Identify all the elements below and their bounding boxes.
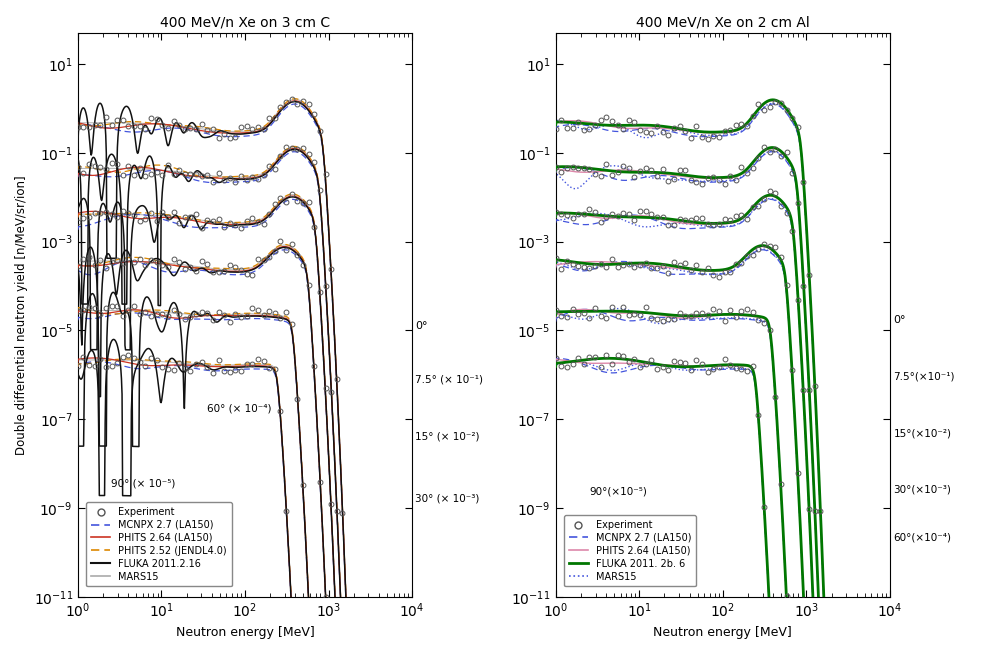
Legend: Experiment, MCNPX 2.7 (LA150), PHITS 2.64 (LA150), PHITS 2.52 (JENDL4.0), FLUKA : Experiment, MCNPX 2.7 (LA150), PHITS 2.6… xyxy=(86,502,232,587)
Legend: Experiment, MCNPX 2.7 (LA150), PHITS 2.64 (LA150), FLUKA 2011. 2b. 6, MARS15: Experiment, MCNPX 2.7 (LA150), PHITS 2.6… xyxy=(564,515,696,587)
Text: 15° (× 10⁻²): 15° (× 10⁻²) xyxy=(415,431,480,441)
Text: 30° (× 10⁻³): 30° (× 10⁻³) xyxy=(415,493,480,503)
Title: 400 MeV/n Xe on 2 cm Al: 400 MeV/n Xe on 2 cm Al xyxy=(636,15,810,29)
Text: 90° (× 10⁻⁵): 90° (× 10⁻⁵) xyxy=(111,479,175,489)
X-axis label: Neutron energy [MeV]: Neutron energy [MeV] xyxy=(653,626,792,639)
Text: 15°(×10⁻²): 15°(×10⁻²) xyxy=(893,428,951,438)
Title: 400 MeV/n Xe on 3 cm C: 400 MeV/n Xe on 3 cm C xyxy=(160,15,330,29)
Y-axis label: Double differential neutron yield [n/MeV/sr/ion]: Double differential neutron yield [n/MeV… xyxy=(15,175,28,455)
X-axis label: Neutron energy [MeV]: Neutron energy [MeV] xyxy=(176,626,314,639)
Text: 90°(×10⁻⁵): 90°(×10⁻⁵) xyxy=(589,487,647,497)
Text: 7.5° (× 10⁻¹): 7.5° (× 10⁻¹) xyxy=(415,375,483,385)
Text: 7.5°(×10⁻¹): 7.5°(×10⁻¹) xyxy=(893,372,955,382)
Text: 0°: 0° xyxy=(893,315,906,326)
Text: 30°(×10⁻³): 30°(×10⁻³) xyxy=(893,485,951,494)
Text: 0°: 0° xyxy=(415,321,428,331)
Text: 60°(×10⁻⁴): 60°(×10⁻⁴) xyxy=(893,532,951,543)
Text: 60° (× 10⁻⁴): 60° (× 10⁻⁴) xyxy=(207,404,271,413)
